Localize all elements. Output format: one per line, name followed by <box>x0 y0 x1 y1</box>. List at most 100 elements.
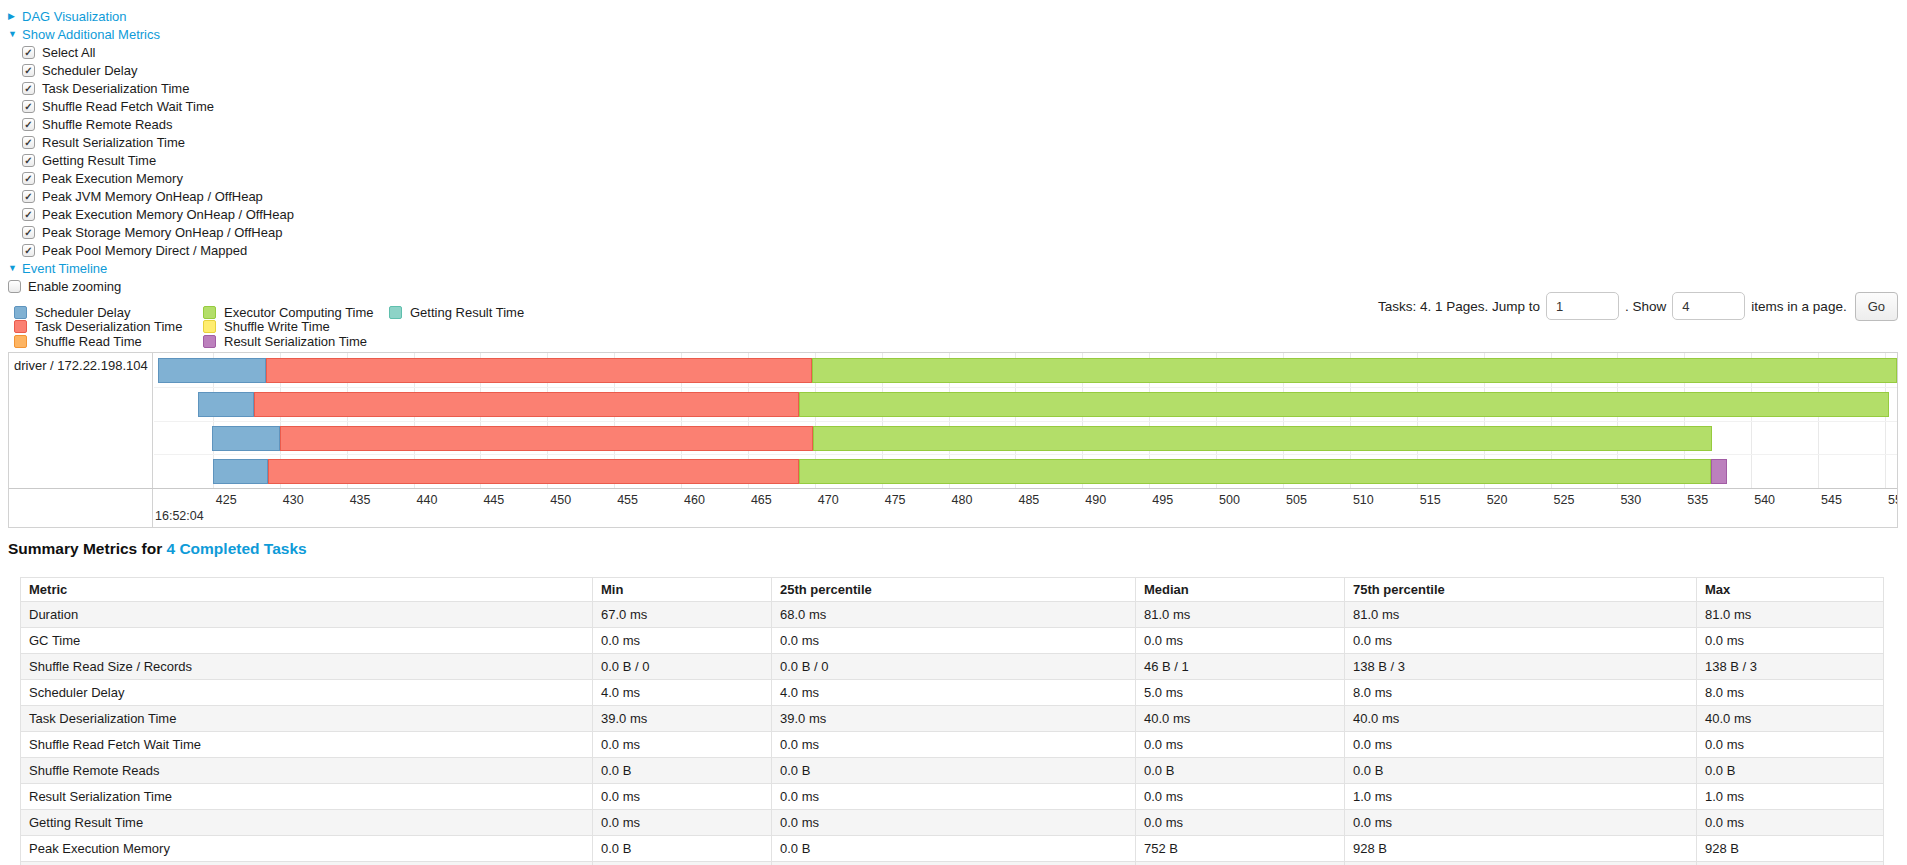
metric-name-cell <box>21 862 593 865</box>
metric-checkbox-row[interactable]: Peak Storage Memory OnHeap / OffHeap <box>8 223 294 241</box>
metric-name-cell: Result Serialization Time <box>21 784 593 810</box>
metric-value-cell: 0.0 ms <box>1345 732 1697 758</box>
show-additional-metrics-toggle[interactable]: ▼ Show Additional Metrics <box>8 25 294 43</box>
enable-zooming-checkbox[interactable] <box>8 280 21 293</box>
metric-value-cell <box>1345 862 1697 865</box>
metric-checkbox-label[interactable]: Peak Execution Memory OnHeap / OffHeap <box>42 207 294 222</box>
summary-heading-prefix: Summary Metrics for <box>8 540 167 557</box>
metric-value-cell: 0.0 ms <box>1136 732 1345 758</box>
timeline-axis-labels: 16:52:04 4254304354404454504554604654704… <box>154 488 1897 526</box>
legend-swatch-icon <box>203 335 216 348</box>
checkbox-icon[interactable] <box>22 64 35 77</box>
checkbox-icon[interactable] <box>22 226 35 239</box>
metric-checkbox-row[interactable]: Select All <box>8 43 294 61</box>
task-2-segment-task_deserialization[interactable] <box>254 392 798 417</box>
metric-checkbox-row[interactable]: Getting Result Time <box>8 151 294 169</box>
legend-entry-scheduler_delay: Scheduler Delay <box>14 305 203 320</box>
jump-to-page-input[interactable] <box>1546 292 1619 320</box>
metric-value-cell: 0.0 ms <box>772 628 1136 654</box>
metric-value-cell: 8.0 ms <box>1697 680 1884 706</box>
metric-checkbox-row[interactable]: Peak Execution Memory <box>8 169 294 187</box>
metric-name-cell: Task Deserialization Time <box>21 706 593 732</box>
metric-checkbox-label[interactable]: Shuffle Remote Reads <box>42 117 173 132</box>
dag-visualization-label[interactable]: DAG Visualization <box>22 9 127 24</box>
dag-visualization-toggle[interactable]: ▶ DAG Visualization <box>8 7 294 25</box>
task-1-segment-task_deserialization[interactable] <box>266 358 812 383</box>
task-4-segment-result_serialization[interactable] <box>1711 459 1727 484</box>
task-3-segment-task_deserialization[interactable] <box>280 426 814 451</box>
legend-label: Shuffle Write Time <box>224 319 330 334</box>
checkbox-icon[interactable] <box>22 244 35 257</box>
axis-tick-label: 500 <box>1219 493 1240 507</box>
checkbox-icon[interactable] <box>22 154 35 167</box>
metric-checkbox-label[interactable]: Peak Storage Memory OnHeap / OffHeap <box>42 225 282 240</box>
metric-value-cell <box>593 862 772 865</box>
legend-column: Executor Computing TimeShuffle Write Tim… <box>203 305 389 349</box>
go-button[interactable]: Go <box>1855 292 1898 321</box>
task-1-segment-scheduler_delay[interactable] <box>158 358 266 383</box>
metric-checkbox-row[interactable]: Scheduler Delay <box>8 61 294 79</box>
metric-value-cell: 81.0 ms <box>1345 602 1697 628</box>
items-per-page-input[interactable] <box>1672 292 1745 320</box>
metric-checkbox-label[interactable]: Shuffle Read Fetch Wait Time <box>42 99 214 114</box>
metric-value-cell: 81.0 ms <box>1136 602 1345 628</box>
metric-checkbox-label[interactable]: Getting Result Time <box>42 153 156 168</box>
checkbox-icon[interactable] <box>22 136 35 149</box>
metric-value-cell: 138 B / 3 <box>1697 654 1884 680</box>
metric-checkbox-label[interactable]: Peak Execution Memory <box>42 171 183 186</box>
completed-tasks-link[interactable]: 4 Completed Tasks <box>167 540 307 557</box>
checkbox-icon[interactable] <box>22 82 35 95</box>
show-text: . Show <box>1625 299 1666 314</box>
summary-metrics-table: MetricMin25th percentileMedian75th perce… <box>20 577 1884 865</box>
metric-value-cell: 0.0 B <box>1136 758 1345 784</box>
summary-table-row: Peak Execution Memory0.0 B0.0 B752 B928 … <box>21 836 1884 862</box>
metric-checkbox-label[interactable]: Task Deserialization Time <box>42 81 189 96</box>
task-4-segment-scheduler_delay[interactable] <box>213 459 268 484</box>
task-3-segment-executor_computing[interactable] <box>813 426 1712 451</box>
legend-column: Scheduler DelayTask Deserialization Time… <box>14 305 203 349</box>
metric-name-cell: GC Time <box>21 628 593 654</box>
metric-value-cell: 39.0 ms <box>593 706 772 732</box>
summary-table-row: Shuffle Read Fetch Wait Time0.0 ms0.0 ms… <box>21 732 1884 758</box>
metric-checkbox-label[interactable]: Peak Pool Memory Direct / Mapped <box>42 243 247 258</box>
checkbox-icon[interactable] <box>22 208 35 221</box>
metric-checkbox-row[interactable]: Peak Execution Memory OnHeap / OffHeap <box>8 205 294 223</box>
metric-checkbox-row[interactable]: Task Deserialization Time <box>8 79 294 97</box>
task-3-segment-scheduler_delay[interactable] <box>212 426 280 451</box>
metric-name-cell: Scheduler Delay <box>21 680 593 706</box>
axis-tick-label: 510 <box>1353 493 1374 507</box>
show-additional-metrics-label[interactable]: Show Additional Metrics <box>22 27 160 42</box>
metric-checkbox-label[interactable]: Result Serialization Time <box>42 135 185 150</box>
task-4-segment-executor_computing[interactable] <box>799 459 1711 484</box>
axis-tick-label: 425 <box>216 493 237 507</box>
event-timeline-toggle[interactable]: ▼ Event Timeline <box>8 259 294 277</box>
summary-table-row <box>21 862 1884 865</box>
checkbox-icon[interactable] <box>22 190 35 203</box>
metric-value-cell: 67.0 ms <box>593 602 772 628</box>
event-timeline-label[interactable]: Event Timeline <box>22 261 107 276</box>
metric-checkbox-row[interactable]: Result Serialization Time <box>8 133 294 151</box>
task-1-segment-executor_computing[interactable] <box>812 358 1897 383</box>
legend-entry-result_serialization: Result Serialization Time <box>203 334 389 349</box>
metric-checkbox-label[interactable]: Peak JVM Memory OnHeap / OffHeap <box>42 189 263 204</box>
metric-value-cell: 1.0 ms <box>1345 784 1697 810</box>
task-2-segment-scheduler_delay[interactable] <box>198 392 254 417</box>
task-4-segment-task_deserialization[interactable] <box>268 459 799 484</box>
metric-checkbox-row[interactable]: Shuffle Read Fetch Wait Time <box>8 97 294 115</box>
checkbox-icon[interactable] <box>22 46 35 59</box>
axis-tick-label: 545 <box>1821 493 1842 507</box>
checkbox-icon[interactable] <box>22 100 35 113</box>
metric-checkbox-row[interactable]: Peak JVM Memory OnHeap / OffHeap <box>8 187 294 205</box>
task-2-segment-executor_computing[interactable] <box>799 392 1889 417</box>
enable-zooming-label[interactable]: Enable zooming <box>28 279 121 294</box>
legend-swatch-icon <box>14 320 27 333</box>
metric-checkbox-label[interactable]: Scheduler Delay <box>42 63 137 78</box>
metric-value-cell <box>772 862 1136 865</box>
checkbox-icon[interactable] <box>22 118 35 131</box>
enable-zooming-row[interactable]: Enable zooming <box>8 277 294 295</box>
metric-checkbox-row[interactable]: Shuffle Remote Reads <box>8 115 294 133</box>
metric-checkbox-label[interactable]: Select All <box>42 45 95 60</box>
metric-checkbox-row[interactable]: Peak Pool Memory Direct / Mapped <box>8 241 294 259</box>
metric-value-cell: 8.0 ms <box>1345 680 1697 706</box>
checkbox-icon[interactable] <box>22 172 35 185</box>
